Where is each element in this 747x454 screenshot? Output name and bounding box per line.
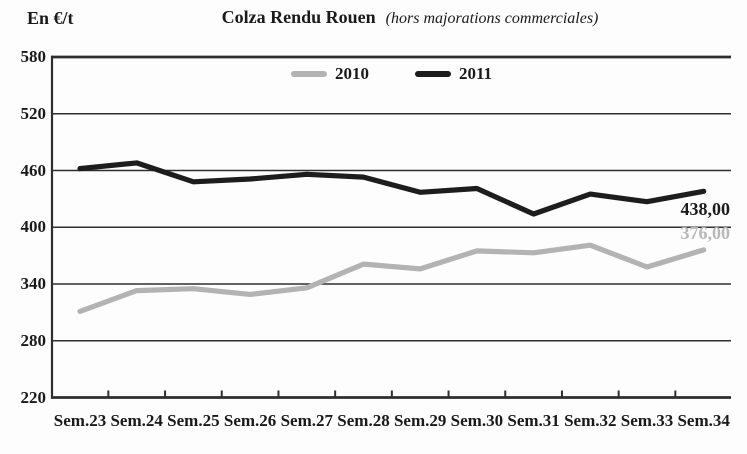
x-tick-label-Sem-27: Sem.27 [280, 411, 333, 430]
x-tick-label-Sem-31: Sem.31 [507, 411, 560, 430]
y-tick-label-340: 340 [20, 274, 47, 293]
x-tick-label-Sem-30: Sem.30 [450, 411, 504, 430]
series-2011-end-label: 438,00 [680, 199, 731, 220]
y-tick-label-220: 220 [20, 387, 47, 407]
series-2010-end-label: 376,00 [680, 222, 731, 243]
x-tick-label-Sem-32: Sem.32 [564, 411, 617, 430]
y-tick-label-400: 400 [20, 217, 47, 237]
chart-title: Colza Rendu Rouen (hors majorations comm… [130, 7, 690, 28]
x-tick-label-Sem-33: Sem.33 [620, 411, 674, 430]
y-tick-label-280: 280 [20, 330, 47, 350]
x-tick-label-Sem-34: Sem.34 [677, 411, 730, 430]
series-2010-line [77, 242, 707, 314]
chart-title-main: Colza Rendu Rouen [221, 7, 376, 27]
y-tick-label-580: 580 [20, 47, 47, 66]
y-axis-unit-label: En €/t [27, 8, 74, 28]
legend-swatch-2010 [290, 71, 327, 77]
x-tick-label-Sem-23: Sem.23 [53, 411, 107, 430]
x-tick-label-Sem-29: Sem.29 [393, 411, 447, 430]
series-2011-line [77, 160, 707, 217]
legend-label-2010: 2010 [334, 64, 369, 83]
legend-item-2010: 2010 [290, 64, 369, 84]
legend-swatch-2011 [414, 71, 451, 77]
legend-item-2011: 2011 [414, 64, 493, 84]
x-tick-label-Sem-24: Sem.24 [110, 411, 163, 430]
y-tick-label-520: 520 [20, 103, 47, 123]
chart-title-subtitle: (hors majorations commerciales) [385, 10, 599, 27]
x-tick-label-Sem-25: Sem.25 [167, 411, 220, 430]
chart-legend: 2010 2011 [52, 64, 731, 84]
x-tick-label-Sem-26: Sem.26 [223, 411, 277, 430]
x-tick-label-Sem-28: Sem.28 [337, 411, 390, 430]
legend-label-2011: 2011 [458, 64, 493, 83]
y-tick-label-460: 460 [20, 160, 47, 180]
